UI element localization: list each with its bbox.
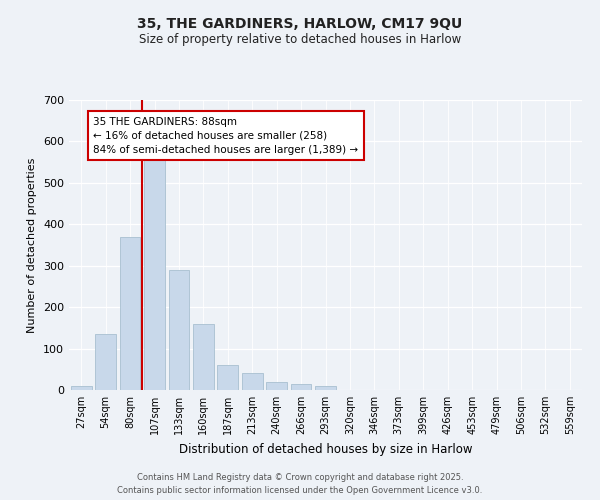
Bar: [315, 386, 336, 390]
Text: Size of property relative to detached houses in Harlow: Size of property relative to detached ho…: [139, 32, 461, 46]
X-axis label: Distribution of detached houses by size in Harlow: Distribution of detached houses by size …: [179, 442, 472, 456]
Text: 35, THE GARDINERS, HARLOW, CM17 9QU: 35, THE GARDINERS, HARLOW, CM17 9QU: [137, 18, 463, 32]
Bar: [95, 334, 116, 390]
Text: Contains HM Land Registry data © Crown copyright and database right 2025.: Contains HM Land Registry data © Crown c…: [137, 472, 463, 482]
Y-axis label: Number of detached properties: Number of detached properties: [28, 158, 37, 332]
Text: 35 THE GARDINERS: 88sqm
← 16% of detached houses are smaller (258)
84% of semi-d: 35 THE GARDINERS: 88sqm ← 16% of detache…: [94, 116, 359, 154]
Bar: [217, 365, 238, 390]
Bar: [242, 374, 263, 390]
Bar: [193, 324, 214, 390]
Bar: [266, 382, 287, 390]
Text: Contains public sector information licensed under the Open Government Licence v3: Contains public sector information licen…: [118, 486, 482, 495]
Bar: [119, 236, 140, 390]
Bar: [290, 384, 311, 390]
Bar: [144, 160, 165, 390]
Bar: [71, 386, 92, 390]
Bar: [169, 270, 190, 390]
